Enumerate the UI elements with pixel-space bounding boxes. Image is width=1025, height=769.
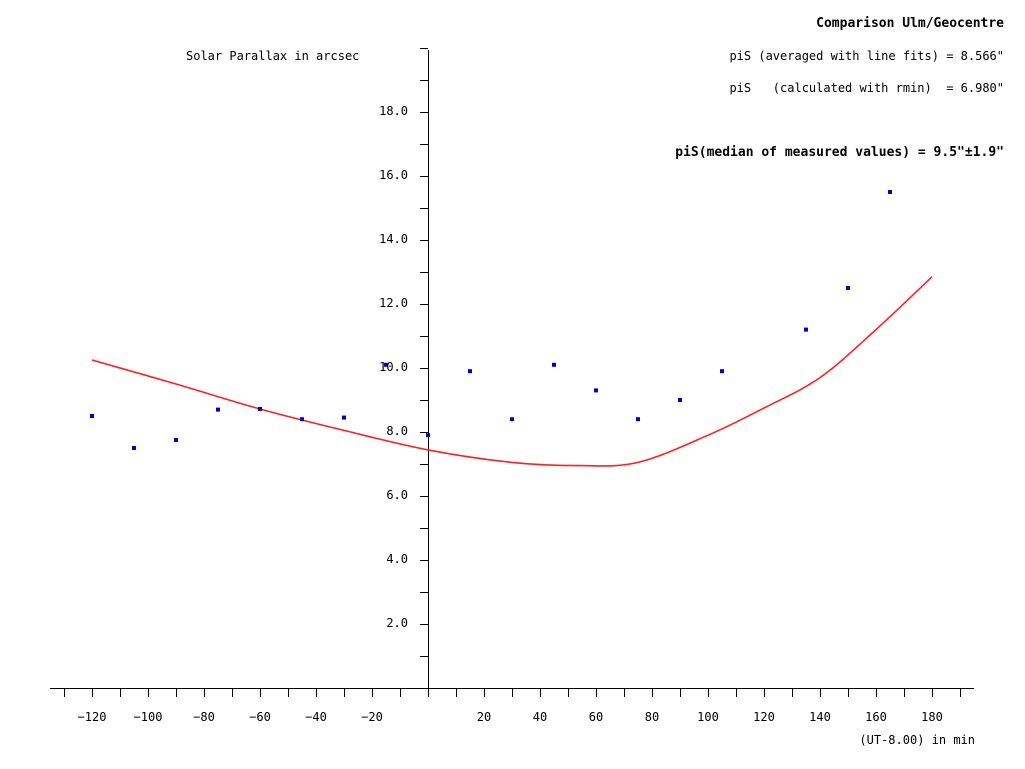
x-tick-label: −40 (305, 710, 327, 724)
data-point (300, 417, 304, 422)
y-tick-label: 6.0 (386, 488, 408, 502)
y-tick-label: 4.0 (386, 552, 408, 566)
data-point (342, 415, 346, 420)
y-tick-label: 12.0 (379, 296, 408, 310)
y-axis-label: Solar Parallax in arcsec (186, 49, 360, 63)
y-tick-label: 14.0 (379, 232, 408, 246)
x-tick-label: −60 (249, 710, 271, 724)
data-point (846, 286, 850, 290)
data-point (90, 414, 94, 418)
x-tick-label: −20 (361, 710, 383, 724)
data-point (510, 417, 514, 422)
x-tick-label: 160 (865, 710, 887, 724)
x-tick-label: −80 (193, 710, 215, 724)
y-tick-label: 18.0 (379, 104, 408, 118)
data-point (468, 369, 472, 374)
data-point (636, 417, 640, 422)
data-point (804, 327, 808, 332)
data-point (678, 398, 682, 402)
data-point (174, 438, 178, 442)
y-tick-label: 10.0 (379, 360, 408, 374)
y-tick-label: 8.0 (386, 424, 408, 438)
x-tick-label: 100 (697, 710, 719, 724)
y-tick-label: 16.0 (379, 168, 408, 182)
x-axis-label: (UT-8.00) in min (859, 733, 975, 747)
data-point (888, 190, 892, 194)
chart-title: Comparison Ulm/Geocentre (816, 16, 1004, 31)
x-tick-label: 20 (476, 710, 492, 724)
x-tick-label: 60 (588, 710, 604, 724)
data-point (720, 369, 724, 374)
data-point (132, 446, 136, 450)
annotation-averaged: piS (averaged with line fits) = 8.566" (729, 49, 1004, 63)
x-tick-label: 120 (753, 710, 775, 724)
y-tick-label: 2.0 (386, 616, 408, 630)
x-tick-label: −120 (77, 710, 107, 724)
data-point (594, 388, 598, 393)
data-point (384, 362, 388, 367)
x-tick-label: 180 (921, 710, 943, 724)
annotation-calculated: piS (calculated with rmin) = 6.980" (729, 81, 1004, 95)
data-point (552, 362, 556, 367)
data-point (426, 433, 430, 438)
x-tick-label: 140 (809, 710, 831, 724)
fit-curve (91, 276, 933, 467)
data-point (258, 406, 262, 411)
x-tick-label: 40 (532, 710, 548, 724)
x-tick-label: −100 (133, 710, 163, 724)
x-tick-label: 80 (644, 710, 660, 724)
data-point (216, 407, 220, 412)
annotation-median: piS(median of measured values) = 9.5"±1.… (675, 145, 1004, 160)
